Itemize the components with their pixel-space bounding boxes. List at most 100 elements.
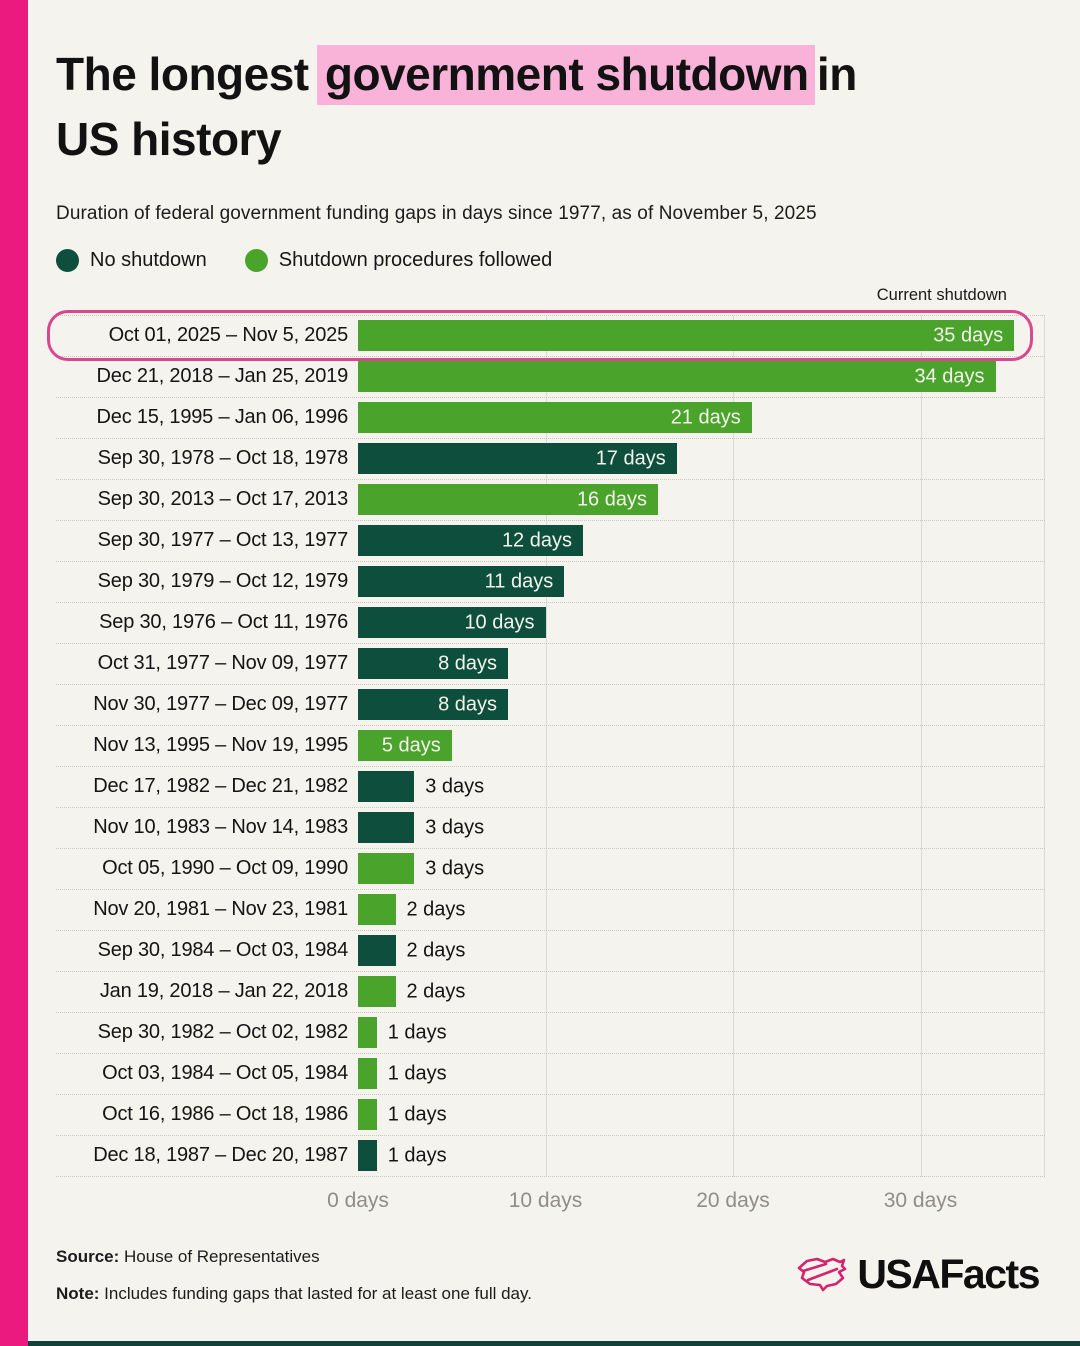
row-period-label: Sep 30, 1976 – Oct 11, 1976 [99,611,348,634]
duration-bar: 1 days [358,1017,447,1049]
duration-bar: 17 days [358,443,677,475]
chart-row: Nov 10, 1983 – Nov 14, 1983 3 days [56,808,1045,849]
chart-row-current: Oct 01, 2025 – Nov 5, 2025 35 days [47,309,1045,361]
chart-row: Sep 30, 1977 – Oct 13, 1977 12 days [56,521,1045,562]
row-plot-area: 5 days [358,730,1045,762]
row-period-label: Oct 31, 1977 – Nov 09, 1977 [97,652,349,675]
row-plot-area: 12 days [358,525,1045,557]
row-period-label: Sep 30, 1977 – Oct 13, 1977 [97,529,349,552]
duration-bar: 10 days [358,607,546,639]
row-period-label: Nov 13, 1995 – Nov 19, 1995 [93,734,348,757]
chart-row: Oct 03, 1984 – Oct 05, 1984 1 days [56,1054,1045,1095]
title-line2: US history [56,113,282,166]
row-plot-area: 8 days [358,689,1045,721]
row-plot-area: 3 days [358,853,1045,885]
procedures-dot-icon [244,248,268,272]
chart-row: Nov 13, 1995 – Nov 19, 1995 5 days [56,726,1045,767]
row-plot-area: 17 days [358,443,1045,475]
row-plot-area: 3 days [358,771,1045,803]
duration-bar: 11 days [358,566,565,598]
row-period-label: Dec 18, 1987 – Dec 20, 1987 [93,1144,348,1167]
legend-label: Shutdown procedures followed [278,248,553,271]
x-axis: 0 days 10 days 20 days 30 days [327,1177,1045,1223]
chart-row: Jan 19, 2018 – Jan 22, 2018 2 days [56,972,1045,1013]
row-period-label: Sep 30, 1984 – Oct 03, 1984 [97,939,349,962]
duration-bar: 16 days [358,484,658,516]
legend-label: No shutdown [90,248,207,271]
duration-value-label: 12 days [501,529,572,552]
duration-bar: 34 days [358,361,996,393]
row-period-label: Oct 01, 2025 – Nov 5, 2025 [108,324,349,347]
duration-value-label: 3 days [425,816,485,839]
title-pre: The longest [56,48,321,100]
duration-bar: 3 days [358,853,484,885]
footer: Source: House of Representatives Note: I… [56,1247,1045,1321]
row-period-label: Nov 20, 1981 – Nov 23, 1981 [93,898,348,921]
row-period-label: Sep 30, 1979 – Oct 12, 1979 [97,570,349,593]
duration-bar: 5 days [358,730,452,762]
no-shutdown-dot-icon [56,248,79,272]
duration-value-label: 34 days [914,365,985,388]
duration-value-label: 17 days [595,447,666,470]
chart-row: Sep 30, 1979 – Oct 12, 1979 11 days [56,562,1045,603]
source-prefix: Source: [56,1246,120,1266]
legend-item-procedures: Shutdown procedures followed [244,248,553,272]
duration-bar: 2 days [358,935,465,967]
row-plot-area: 2 days [358,935,1045,967]
page-title: The longest government shutdown in US his… [56,42,1016,173]
duration-bar: 12 days [358,525,583,557]
chart-row: Sep 30, 1978 – Oct 18, 1978 17 days [56,439,1045,480]
row-period-label: Oct 03, 1984 – Oct 05, 1984 [102,1062,348,1085]
source-line: Source: House of Representatives [56,1247,532,1267]
chart-row: Oct 05, 1990 – Oct 09, 1990 3 days [56,849,1045,890]
row-period-label: Dec 15, 1995 – Jan 06, 1996 [96,406,349,429]
duration-value-label: 1 days [387,1021,447,1044]
row-period-label: Sep 30, 1982 – Oct 02, 1982 [97,1021,349,1044]
title-post: in [804,48,857,100]
chart-row: Sep 30, 1984 – Oct 03, 1984 2 days [56,931,1045,972]
chart-row: Dec 21, 2018 – Jan 25, 2019 34 days [56,357,1045,398]
footer-notes: Source: House of Representatives Note: I… [56,1247,532,1321]
current-shutdown-annotation: Current shutdown [876,285,1007,304]
chart-row: Dec 18, 1987 – Dec 20, 1987 1 days [56,1136,1045,1177]
row-plot-area: 8 days [358,648,1045,680]
row-plot-area: 1 days [358,1058,1045,1090]
chart-row: Sep 30, 2013 – Oct 17, 2013 16 days [56,480,1045,521]
x-axis-tick-label: 0 days [327,1188,389,1212]
duration-value-label: 8 days [438,693,497,716]
row-plot-area: 2 days [358,894,1045,926]
duration-value-label: 2 days [406,939,466,962]
row-plot-area: 1 days [358,1099,1045,1131]
row-period-label: Jan 19, 2018 – Jan 22, 2018 [99,980,348,1003]
legend: No shutdown Shutdown procedures followed [56,248,1045,272]
source-text: House of Representatives [119,1246,320,1266]
row-period-label: Dec 17, 1982 – Dec 21, 1982 [93,775,348,798]
chart-subtitle: Duration of federal government funding g… [56,202,817,224]
duration-value-label: 8 days [438,652,497,675]
duration-bar: 8 days [358,689,508,721]
duration-value-label: 21 days [670,406,741,429]
duration-value-label: 1 days [387,1103,447,1126]
duration-bar: 1 days [358,1140,447,1172]
row-period-label: Nov 10, 1983 – Nov 14, 1983 [93,816,348,839]
row-period-label: Oct 05, 1990 – Oct 09, 1990 [102,857,348,880]
chart-row: Sep 30, 1982 – Oct 02, 1982 1 days [56,1013,1045,1054]
duration-value-label: 3 days [425,775,485,798]
x-axis-tick-label: 20 days [696,1188,770,1212]
x-axis-tick-label: 30 days [883,1188,958,1212]
chart-row: Nov 20, 1981 – Nov 23, 1981 2 days [56,890,1045,931]
duration-bar: 8 days [358,648,508,680]
duration-value-label: 5 days [381,734,441,757]
chart-row: Sep 30, 1976 – Oct 11, 1976 10 days [56,603,1045,644]
row-period-label: Oct 16, 1986 – Oct 18, 1986 [102,1103,348,1126]
row-plot-area: 34 days [358,361,1045,393]
usafacts-logo: USAFacts [796,1251,1045,1298]
duration-bar: 1 days [358,1058,447,1090]
note-line: Note: Includes funding gaps that lasted … [56,1284,532,1304]
row-plot-area: 3 days [358,812,1045,844]
row-plot-area: 11 days [358,566,1045,598]
bar-chart: Oct 01, 2025 – Nov 5, 2025 35 days Dec 21,… [47,309,1045,1223]
duration-bar: 2 days [358,976,465,1008]
infographic: The longest government shutdown in US his… [47,0,1045,1321]
row-plot-area: 21 days [358,402,1045,434]
